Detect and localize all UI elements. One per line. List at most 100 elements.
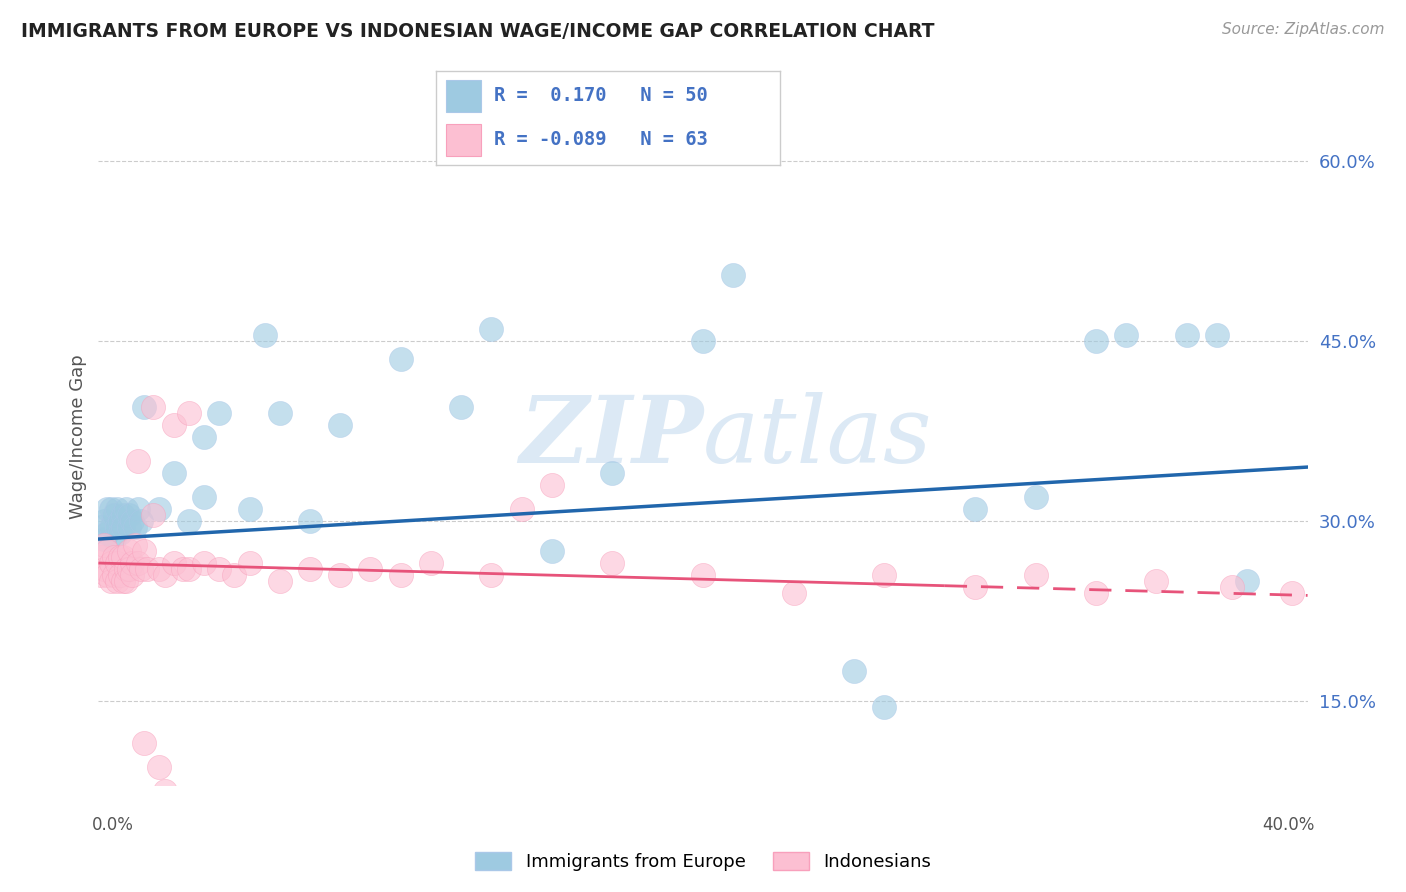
Text: IMMIGRANTS FROM EUROPE VS INDONESIAN WAGE/INCOME GAP CORRELATION CHART: IMMIGRANTS FROM EUROPE VS INDONESIAN WAG… (21, 22, 935, 41)
Point (103, 549, 125, 564)
Text: R =  0.170   N = 50: R = 0.170 N = 50 (495, 87, 709, 105)
Point (103, 568, 125, 582)
Point (96, 568, 118, 582)
Point (114, 502, 136, 516)
Point (103, 532, 125, 546)
Point (100, 502, 122, 516)
Point (965, 580, 987, 594)
Point (114, 562, 136, 576)
Point (1115, 328, 1137, 343)
Point (90, 568, 112, 582)
Point (239, 502, 262, 516)
Point (103, 508, 125, 522)
Point (105, 520, 128, 534)
Point (179, 514, 201, 528)
Point (105, 502, 128, 516)
Point (129, 514, 152, 528)
Point (118, 562, 141, 576)
Point (783, 586, 806, 600)
Text: 0.0%: 0.0% (91, 816, 134, 834)
Point (172, 562, 194, 576)
Point (153, 784, 176, 798)
Point (844, 664, 866, 678)
Point (108, 514, 131, 528)
Point (1220, 580, 1243, 594)
Point (132, 736, 155, 750)
Text: ZIP: ZIP (519, 392, 703, 482)
Point (965, 502, 987, 516)
Point (179, 562, 201, 576)
Point (723, 268, 745, 282)
Point (93, 514, 115, 528)
Point (148, 760, 170, 774)
Point (1024, 490, 1046, 504)
Point (163, 418, 186, 433)
Point (108, 526, 131, 541)
Point (360, 562, 382, 576)
Point (329, 568, 352, 582)
Point (121, 568, 143, 582)
Point (540, 478, 562, 492)
Point (163, 466, 186, 480)
Point (1206, 328, 1229, 343)
Point (111, 549, 134, 564)
Point (90, 520, 112, 534)
Point (1085, 334, 1108, 348)
Point (111, 508, 134, 522)
Point (179, 406, 201, 420)
Point (100, 520, 122, 534)
Point (1024, 568, 1046, 582)
Point (127, 556, 149, 570)
Point (118, 544, 141, 558)
Point (105, 574, 128, 588)
Point (602, 556, 624, 570)
Point (208, 562, 231, 576)
Point (692, 568, 714, 582)
Text: atlas: atlas (703, 392, 932, 482)
Point (118, 520, 141, 534)
Point (873, 568, 896, 582)
Point (269, 574, 291, 588)
Point (1236, 574, 1258, 588)
Point (163, 556, 186, 570)
Point (96, 544, 118, 558)
Point (132, 400, 155, 414)
Point (127, 502, 149, 516)
Point (90, 549, 112, 564)
Point (108, 549, 131, 564)
Y-axis label: Wage/Income Gap: Wage/Income Gap (69, 355, 87, 519)
Point (108, 568, 131, 582)
Point (100, 574, 122, 588)
Point (148, 502, 170, 516)
Point (1175, 328, 1198, 343)
Point (224, 568, 246, 582)
Point (111, 574, 134, 588)
Point (481, 568, 503, 582)
Point (193, 430, 215, 444)
Point (193, 556, 215, 570)
Point (602, 466, 624, 480)
Point (121, 514, 143, 528)
Point (193, 490, 215, 504)
Point (93, 532, 115, 546)
Text: Source: ZipAtlas.com: Source: ZipAtlas.com (1222, 22, 1385, 37)
Point (269, 406, 291, 420)
Point (148, 562, 170, 576)
Point (105, 556, 128, 570)
Point (540, 544, 562, 558)
Point (132, 544, 155, 558)
Point (100, 556, 122, 570)
Text: 40.0%: 40.0% (1263, 816, 1315, 834)
Point (129, 562, 152, 576)
Text: R = -0.089   N = 63: R = -0.089 N = 63 (495, 130, 709, 149)
Point (1144, 574, 1167, 588)
Point (329, 418, 352, 433)
Point (142, 508, 165, 522)
Point (135, 562, 157, 576)
Point (127, 454, 149, 468)
Point (118, 508, 141, 522)
Point (389, 568, 412, 582)
Point (111, 520, 134, 534)
Point (121, 556, 143, 570)
Point (124, 520, 146, 534)
